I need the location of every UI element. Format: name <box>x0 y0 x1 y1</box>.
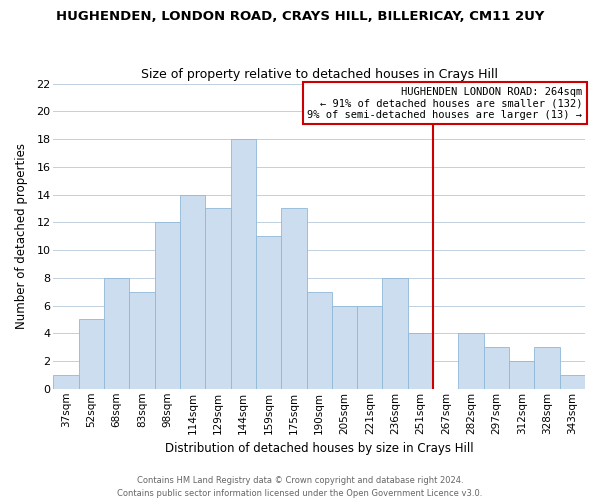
Bar <box>79 320 104 389</box>
Bar <box>307 292 332 389</box>
Bar <box>180 194 205 389</box>
Bar <box>53 375 79 389</box>
Bar <box>408 334 433 389</box>
Bar <box>332 306 357 389</box>
Text: HUGHENDEN LONDON ROAD: 264sqm
← 91% of detached houses are smaller (132)
9% of s: HUGHENDEN LONDON ROAD: 264sqm ← 91% of d… <box>307 86 583 120</box>
Bar <box>230 139 256 389</box>
Bar <box>458 334 484 389</box>
Bar <box>535 347 560 389</box>
Y-axis label: Number of detached properties: Number of detached properties <box>15 143 28 329</box>
Bar <box>130 292 155 389</box>
Bar <box>560 375 585 389</box>
Bar <box>205 208 230 389</box>
Title: Size of property relative to detached houses in Crays Hill: Size of property relative to detached ho… <box>140 68 497 81</box>
Bar <box>104 278 130 389</box>
Bar <box>281 208 307 389</box>
Text: HUGHENDEN, LONDON ROAD, CRAYS HILL, BILLERICAY, CM11 2UY: HUGHENDEN, LONDON ROAD, CRAYS HILL, BILL… <box>56 10 544 23</box>
Bar <box>155 222 180 389</box>
X-axis label: Distribution of detached houses by size in Crays Hill: Distribution of detached houses by size … <box>165 442 473 455</box>
Text: Contains HM Land Registry data © Crown copyright and database right 2024.
Contai: Contains HM Land Registry data © Crown c… <box>118 476 482 498</box>
Bar <box>484 347 509 389</box>
Bar <box>382 278 408 389</box>
Bar <box>256 236 281 389</box>
Bar <box>509 361 535 389</box>
Bar <box>357 306 382 389</box>
